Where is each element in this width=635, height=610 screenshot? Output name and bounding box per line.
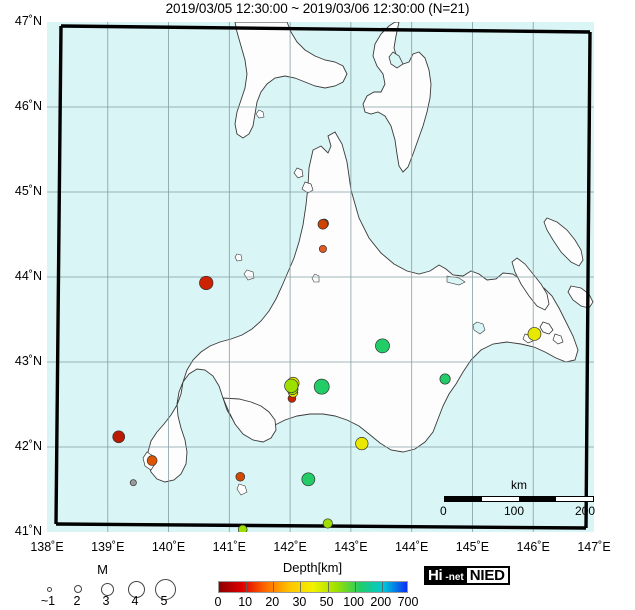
depth-colorbar (218, 581, 408, 593)
magnitude-label-0: ~1 (40, 594, 56, 608)
epicenter-marker[interactable] (146, 455, 158, 466)
depth-tick-100 (354, 582, 356, 592)
islet-north-1 (255, 109, 265, 119)
magnitude-label-3: 4 (131, 594, 139, 608)
sakhalin-inlet (388, 51, 404, 69)
lat-tick-44: 44˚N (14, 269, 42, 283)
lat-tick-42: 42˚N (14, 439, 42, 453)
rebun-island (293, 167, 304, 179)
lake-saroma (446, 275, 466, 286)
depth-label-10: 10 (238, 595, 253, 609)
scale-bar: km 0 100 200 (440, 478, 598, 518)
epicenter-marker[interactable] (301, 472, 316, 487)
epicenter-marker[interactable] (322, 518, 333, 529)
lat-tick-46: 46˚N (14, 99, 42, 113)
lat-tick-45: 45˚N (14, 184, 42, 198)
magnitude-symbol-4 (127, 580, 145, 598)
logo-hi-text: Hi (424, 566, 446, 585)
hinet-nied-logo: Hi -net NIED (424, 566, 510, 585)
epicenter-marker[interactable] (235, 471, 246, 482)
depth-label-100: 100 (343, 595, 365, 609)
lon-tick-140: 140˚E (151, 540, 186, 554)
magnitude-legend: M ~1 2 3 4 5 (30, 562, 176, 610)
magnitude-label-1: 2 (73, 594, 81, 608)
depth-tick-10 (246, 582, 248, 592)
islet-north-3 (243, 269, 255, 281)
depth-legend: Depth[km] 0 10 20 30 50 100 200 700 (205, 560, 420, 610)
map-border (54, 24, 592, 530)
islet-north-2 (234, 253, 243, 262)
lake-kussharo (472, 321, 486, 335)
lon-tick-145: 145˚E (455, 540, 490, 554)
magnitude-legend-title: M (97, 562, 108, 577)
scale-bar-track (444, 496, 594, 502)
lon-tick-142: 142˚E (273, 540, 307, 554)
depth-colorbar-gradient (219, 582, 407, 592)
lat-tick-47: 47˚N (14, 14, 42, 28)
depth-label-200: 200 (370, 595, 392, 609)
hokkaido-landmass (147, 131, 579, 483)
depth-tick-50 (327, 582, 329, 592)
epicenter-marker[interactable] (439, 373, 451, 385)
lon-tick-143: 143˚E (334, 540, 368, 554)
epicenter-marker[interactable] (284, 378, 299, 393)
lon-tick-141: 141˚E (212, 540, 246, 554)
depth-tick-30 (300, 582, 302, 592)
oshima-peninsula (222, 397, 277, 443)
epicenter-layer (112, 218, 542, 532)
magnitude-symbol-2 (74, 585, 82, 593)
logo-nied-text: NIED (466, 566, 510, 585)
lat-tick-41: 41˚N (14, 524, 42, 538)
depth-tick-200 (381, 582, 383, 592)
depth-label-30: 30 (292, 595, 307, 609)
depth-label-20: 20 (265, 595, 280, 609)
depth-label-50: 50 (319, 595, 334, 609)
magnitude-label-2: 3 (102, 594, 110, 608)
seismicity-map[interactable] (47, 22, 594, 532)
depth-tick-20 (273, 582, 275, 592)
scale-bar-unit: km (511, 478, 527, 492)
page-title: 2019/03/05 12:30:00 ~ 2019/03/06 12:30:0… (165, 1, 470, 16)
lon-tick-144: 144˚E (394, 540, 429, 554)
epicenter-marker[interactable] (375, 338, 390, 354)
graticule (47, 22, 594, 532)
scale-tick-100: 100 (504, 504, 525, 518)
magnitude-symbol-3 (100, 582, 114, 596)
logo-net-text: -net (445, 566, 467, 585)
epicenter-marker[interactable] (313, 378, 330, 395)
epicenter-marker[interactable] (237, 524, 248, 532)
islet-inland-2 (236, 483, 248, 496)
magnitude-symbol-lt1 (46, 586, 52, 592)
epicenter-marker[interactable] (318, 244, 327, 253)
magnitude-label-4: 5 (160, 594, 168, 608)
rishiri-island (301, 181, 314, 194)
magnitude-symbol-5 (154, 578, 176, 600)
lat-tick-43: 43˚N (14, 354, 42, 368)
small-islet-a (552, 333, 564, 345)
mainland-coast (234, 22, 348, 139)
lon-tick-146: 146˚E (516, 540, 550, 554)
lon-tick-138: 138˚E (30, 540, 64, 554)
depth-label-700: 700 (397, 595, 419, 609)
depth-label-0: 0 (214, 595, 222, 609)
lon-tick-147: 147˚E (577, 540, 611, 554)
epicenter-marker[interactable] (199, 275, 214, 291)
epicenter-marker[interactable] (129, 479, 137, 487)
habomai-islets (539, 321, 554, 335)
scale-tick-0: 0 (440, 504, 447, 518)
depth-legend-title: Depth[km] (282, 560, 343, 575)
scale-tick-200: 200 (575, 504, 596, 518)
lon-tick-139: 139˚E (91, 540, 125, 554)
epicenter-marker[interactable] (112, 430, 126, 444)
iturup-island (543, 217, 584, 267)
sakhalin-landmass (362, 22, 432, 173)
epicenter-marker[interactable] (355, 437, 369, 451)
epicenter-marker[interactable] (317, 219, 329, 230)
epicenter-marker[interactable] (527, 327, 542, 341)
map-canvas (47, 22, 594, 532)
